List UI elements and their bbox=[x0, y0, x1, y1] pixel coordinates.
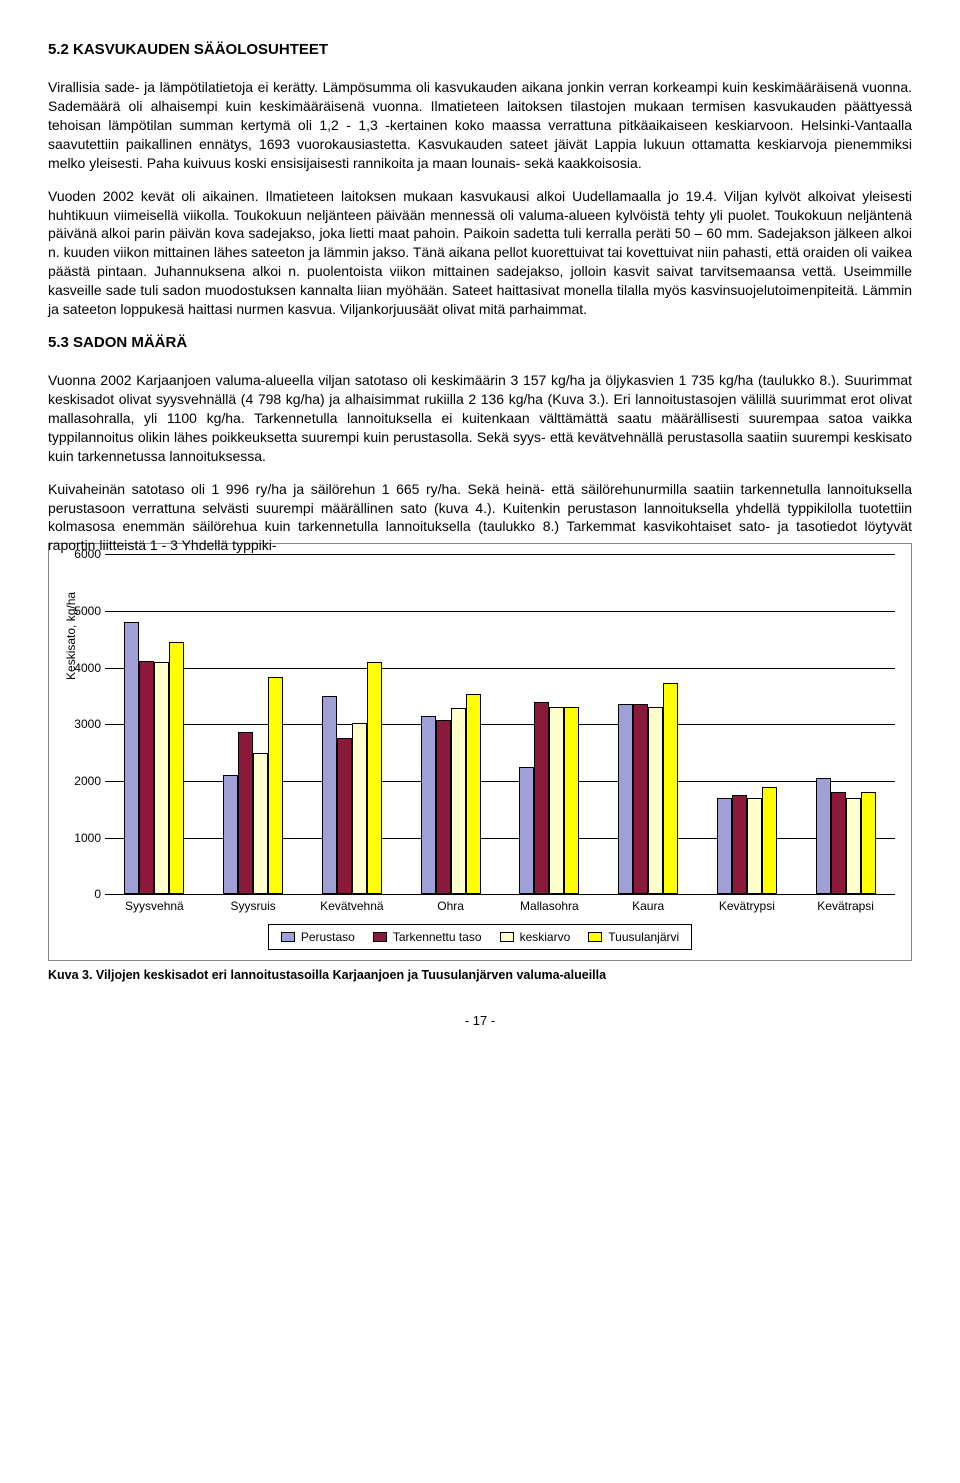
bar-group bbox=[105, 622, 204, 894]
bar bbox=[367, 662, 382, 894]
legend-item: Tuusulanjärvi bbox=[588, 929, 679, 945]
bar bbox=[322, 696, 337, 894]
bar bbox=[663, 683, 678, 894]
bar bbox=[717, 798, 732, 894]
legend-label: Tuusulanjärvi bbox=[608, 929, 679, 945]
bar bbox=[732, 795, 747, 894]
x-tick-label: Syysvehnä bbox=[125, 898, 184, 914]
y-tick-label: 3000 bbox=[61, 716, 101, 732]
y-tick-label: 2000 bbox=[61, 773, 101, 789]
bar bbox=[154, 662, 169, 894]
bar bbox=[846, 798, 861, 894]
chart-plot: Keskisato, kg/ha 01000200030004000500060… bbox=[105, 554, 895, 894]
bar-group bbox=[698, 787, 797, 895]
x-tick-label: Kevätrapsi bbox=[817, 898, 874, 914]
legend-label: Tarkennettu taso bbox=[393, 929, 482, 945]
legend-label: Perustaso bbox=[301, 929, 355, 945]
legend-label: keskiarvo bbox=[520, 929, 571, 945]
bar-group bbox=[204, 677, 303, 894]
x-tick-label: Kevätrypsi bbox=[719, 898, 775, 914]
section-heading-5-3: 5.3 SADON MÄÄRÄ bbox=[48, 333, 912, 353]
bar bbox=[747, 798, 762, 894]
legend-swatch bbox=[281, 932, 295, 942]
bar bbox=[519, 767, 534, 895]
y-tick-label: 5000 bbox=[61, 603, 101, 619]
bar bbox=[253, 753, 268, 895]
chart-x-axis: Syysvehnä Syysruis Kevätvehnä Ohra Mallasohr… bbox=[105, 894, 895, 916]
bar-group bbox=[599, 683, 698, 894]
x-tick-label: Ohra bbox=[437, 898, 464, 914]
bar bbox=[337, 738, 352, 894]
bar-group bbox=[796, 778, 895, 894]
bar bbox=[831, 792, 846, 894]
bar bbox=[618, 704, 633, 894]
bar bbox=[816, 778, 831, 894]
legend-item: Perustaso bbox=[281, 929, 355, 945]
section-heading-5-2: 5.2 KASVUKAUDEN SÄÄOLOSUHTEET bbox=[48, 40, 912, 60]
chart-legend: Perustaso Tarkennettu taso keskiarvo Tuusul… bbox=[268, 924, 692, 950]
bar bbox=[421, 716, 436, 895]
bar bbox=[223, 775, 238, 894]
x-tick-label: Syysruis bbox=[230, 898, 275, 914]
bar bbox=[534, 702, 549, 895]
bar bbox=[238, 732, 253, 895]
page-number: - 17 - bbox=[48, 1012, 912, 1030]
bar bbox=[451, 708, 466, 894]
legend-item: Tarkennettu taso bbox=[373, 929, 482, 945]
bar bbox=[861, 792, 876, 894]
bar-chart: Keskisato, kg/ha 01000200030004000500060… bbox=[48, 543, 912, 961]
bar bbox=[268, 677, 283, 894]
y-tick-label: 4000 bbox=[61, 659, 101, 675]
bar bbox=[436, 720, 451, 894]
y-tick-label: 0 bbox=[61, 886, 101, 902]
paragraph: Vuonna 2002 Karjaanjoen valuma-alueella … bbox=[48, 371, 912, 465]
bar bbox=[124, 622, 139, 894]
paragraph: Virallisia sade- ja lämpötilatietoja ei … bbox=[48, 78, 912, 172]
y-tick-label: 6000 bbox=[61, 546, 101, 562]
legend-item: keskiarvo bbox=[500, 929, 571, 945]
bar-group bbox=[401, 694, 500, 894]
x-tick-label: Kaura bbox=[632, 898, 664, 914]
y-tick-label: 1000 bbox=[61, 829, 101, 845]
bar bbox=[564, 707, 579, 894]
x-tick-label: Kevätvehnä bbox=[320, 898, 383, 914]
figure-caption: Kuva 3. Viljojen keskisadot eri lannoitu… bbox=[48, 967, 912, 984]
bar-group bbox=[303, 662, 402, 894]
bar bbox=[352, 723, 367, 895]
bar bbox=[633, 704, 648, 894]
legend-swatch bbox=[500, 932, 514, 942]
bar bbox=[762, 787, 777, 895]
legend-swatch bbox=[373, 932, 387, 942]
legend-swatch bbox=[588, 932, 602, 942]
paragraph: Vuoden 2002 kevät oli aikainen. Ilmatiet… bbox=[48, 187, 912, 319]
bar bbox=[169, 642, 184, 894]
bar bbox=[139, 661, 154, 894]
bar bbox=[648, 707, 663, 894]
bar-group bbox=[500, 702, 599, 895]
x-tick-label: Mallasohra bbox=[520, 898, 579, 914]
bar bbox=[466, 694, 481, 894]
bar bbox=[549, 707, 564, 894]
